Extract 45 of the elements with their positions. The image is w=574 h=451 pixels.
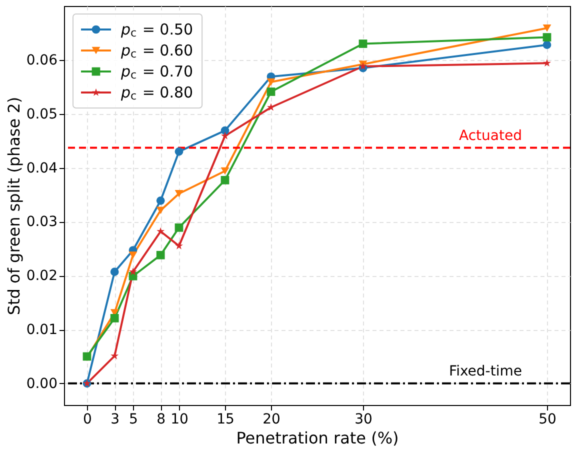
x-tick-label: 10 — [170, 412, 188, 428]
point — [175, 242, 183, 250]
point — [174, 223, 184, 232]
point — [358, 40, 368, 48]
point — [174, 190, 184, 198]
point — [220, 167, 230, 175]
point — [542, 33, 552, 42]
y-tick-label: 0.05 — [26, 106, 58, 122]
y-axis-title: Std of green split (phase 2) — [4, 96, 24, 316]
y-tick-label: 0.00 — [26, 376, 58, 392]
x-tick-label: 20 — [262, 412, 280, 428]
point — [156, 196, 165, 205]
point — [110, 352, 119, 360]
y-tick-label: 0.02 — [26, 268, 58, 284]
point — [174, 147, 184, 156]
point — [156, 250, 165, 260]
point — [156, 227, 165, 235]
ref-line-label: Fixed-time — [449, 363, 522, 380]
y-tick-label: 0.04 — [26, 160, 58, 176]
point — [221, 132, 229, 140]
point — [220, 176, 230, 184]
point — [542, 24, 552, 32]
x-tick-label: 3 — [110, 412, 120, 428]
x-tick-label: 8 — [156, 412, 166, 428]
x-axis-title: Penetration rate (%) — [236, 428, 399, 448]
ref-line-label: Actuated — [459, 128, 522, 144]
x-tick-label: 50 — [538, 412, 556, 428]
y-tick-label: 0.03 — [26, 214, 58, 230]
y-tick-label: 0.01 — [26, 322, 58, 338]
point — [110, 314, 119, 322]
point — [156, 206, 165, 214]
x-tick-label: 5 — [129, 412, 138, 428]
point — [543, 58, 551, 67]
x-tick-label: 30 — [354, 412, 372, 428]
point — [266, 88, 276, 96]
point — [542, 40, 552, 49]
point — [128, 251, 138, 259]
x-tick-label: 15 — [216, 412, 234, 428]
point — [220, 126, 230, 135]
x-tick-label: 0 — [83, 412, 92, 428]
point — [266, 78, 276, 86]
point — [129, 268, 137, 276]
point — [110, 268, 119, 276]
y-tick-label: 0.06 — [26, 52, 58, 68]
point — [267, 103, 275, 111]
